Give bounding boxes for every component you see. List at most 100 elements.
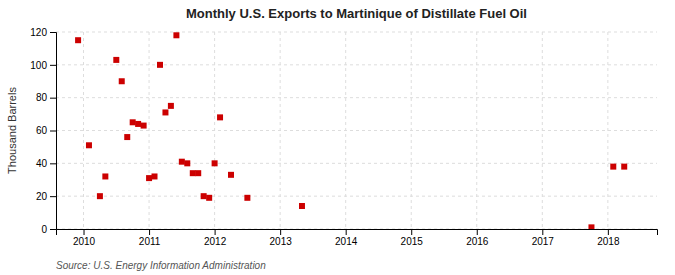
x-tick-mark xyxy=(215,229,216,235)
x-tick-mark xyxy=(149,229,150,235)
y-tick-label: 0 xyxy=(41,224,47,235)
grid-line-x xyxy=(280,32,281,229)
grid-line-x xyxy=(149,32,150,229)
title: Monthly U.S. Exports to Martinique of Di… xyxy=(186,6,527,21)
x-tick-label: 2016 xyxy=(466,236,489,247)
grid-line-x xyxy=(214,32,215,229)
point xyxy=(152,173,158,179)
grid xyxy=(56,32,657,229)
y-tick: 100 xyxy=(30,60,56,71)
y-tick-label: 20 xyxy=(36,191,48,202)
y-tick-mark xyxy=(50,163,56,164)
x-tick-mark xyxy=(280,229,281,235)
x-tick-mark xyxy=(411,229,412,235)
x-tick-mark xyxy=(346,229,347,235)
x-tick-label: 2015 xyxy=(401,236,424,247)
grid-line-x xyxy=(345,32,346,229)
x-tick: 2012 xyxy=(204,229,227,247)
y-axis: 0 20 40 60 80 100 120 xyxy=(30,27,56,235)
x-tick-label: 2014 xyxy=(335,236,358,247)
x-tick-label: 2010 xyxy=(73,236,96,247)
point xyxy=(190,170,196,176)
y-tick: 60 xyxy=(36,125,56,136)
x-tick-label: 2017 xyxy=(532,236,555,247)
x-tick-mark xyxy=(477,229,478,235)
y-tick: 20 xyxy=(36,191,56,202)
point xyxy=(201,193,207,199)
grid-line-x xyxy=(542,32,543,229)
y-tick-mark xyxy=(50,131,56,132)
point xyxy=(228,172,234,178)
x-tick: 2015 xyxy=(401,229,424,247)
y-tick-label: 60 xyxy=(36,125,48,136)
point xyxy=(135,121,141,127)
point xyxy=(113,57,119,63)
grid-line-x xyxy=(476,32,477,229)
x-tick: 2013 xyxy=(270,229,293,247)
y-tick-label: 40 xyxy=(36,158,48,169)
point xyxy=(184,160,190,166)
y-tick: 80 xyxy=(36,92,56,103)
x-axis: 2010 2011 2012 2013 2014 2015 2016 2017 2018 xyxy=(57,229,658,247)
grid-line-y xyxy=(56,32,657,33)
y-tick-mark xyxy=(50,32,56,33)
x-tick: 2016 xyxy=(466,229,489,247)
x-tick-label: 2011 xyxy=(139,236,161,247)
y-tick-mark xyxy=(50,229,56,230)
y-tick: 40 xyxy=(36,158,56,169)
y-tick-mark xyxy=(50,98,56,99)
point xyxy=(102,173,108,179)
x-tick-mark xyxy=(608,229,609,235)
grid-line-x xyxy=(607,32,608,229)
y-tick-label: 120 xyxy=(30,27,47,38)
x-tick: 2011 xyxy=(139,229,161,247)
grid-line-y xyxy=(56,97,657,98)
x-axis-line xyxy=(57,230,658,236)
x-tick-mark xyxy=(84,229,85,235)
y-tick: 120 xyxy=(30,27,56,38)
point xyxy=(212,160,218,166)
x-tick-mark xyxy=(542,229,543,235)
x-tick: 2018 xyxy=(597,229,620,247)
point xyxy=(146,175,152,181)
point xyxy=(299,203,305,209)
grid-line-y xyxy=(56,130,657,131)
x-tick-label: 2013 xyxy=(270,236,293,247)
point xyxy=(75,37,81,43)
y-axis-title: Thousand Barrels xyxy=(6,87,18,174)
grid-line-y xyxy=(56,196,657,197)
grid-line-y xyxy=(56,64,657,65)
point xyxy=(141,123,147,129)
point xyxy=(168,103,174,109)
source: Source: U.S. Energy Information Administ… xyxy=(56,260,266,271)
point xyxy=(162,109,168,115)
point xyxy=(621,164,627,170)
y-tick-label: 80 xyxy=(36,92,48,103)
plot-area xyxy=(75,32,627,229)
x-tick: 2017 xyxy=(532,229,555,247)
y-tick-label: 100 xyxy=(30,60,47,71)
point xyxy=(610,164,616,170)
grid-line-x xyxy=(411,32,412,229)
point xyxy=(173,32,179,38)
point xyxy=(244,195,250,201)
chart: 2010 2011 2012 2013 2014 2015 2016 2017 2018 0 20 4… xyxy=(0,0,675,275)
x-tick: 2014 xyxy=(335,229,358,247)
point xyxy=(130,119,136,125)
x-tick: 2010 xyxy=(73,229,96,247)
point xyxy=(124,134,130,140)
point xyxy=(588,224,594,229)
point xyxy=(86,142,92,148)
y-tick-mark xyxy=(50,65,56,66)
y-tick-mark xyxy=(50,196,56,197)
x-tick-label: 2012 xyxy=(204,236,227,247)
point xyxy=(97,193,103,199)
point xyxy=(157,62,163,68)
x-tick-label: 2018 xyxy=(597,236,620,247)
point xyxy=(217,114,223,120)
grid-line-x xyxy=(83,32,84,229)
point xyxy=(206,195,212,201)
grid-line-y xyxy=(56,163,657,164)
y-axis-line xyxy=(50,33,57,230)
point xyxy=(119,78,125,84)
